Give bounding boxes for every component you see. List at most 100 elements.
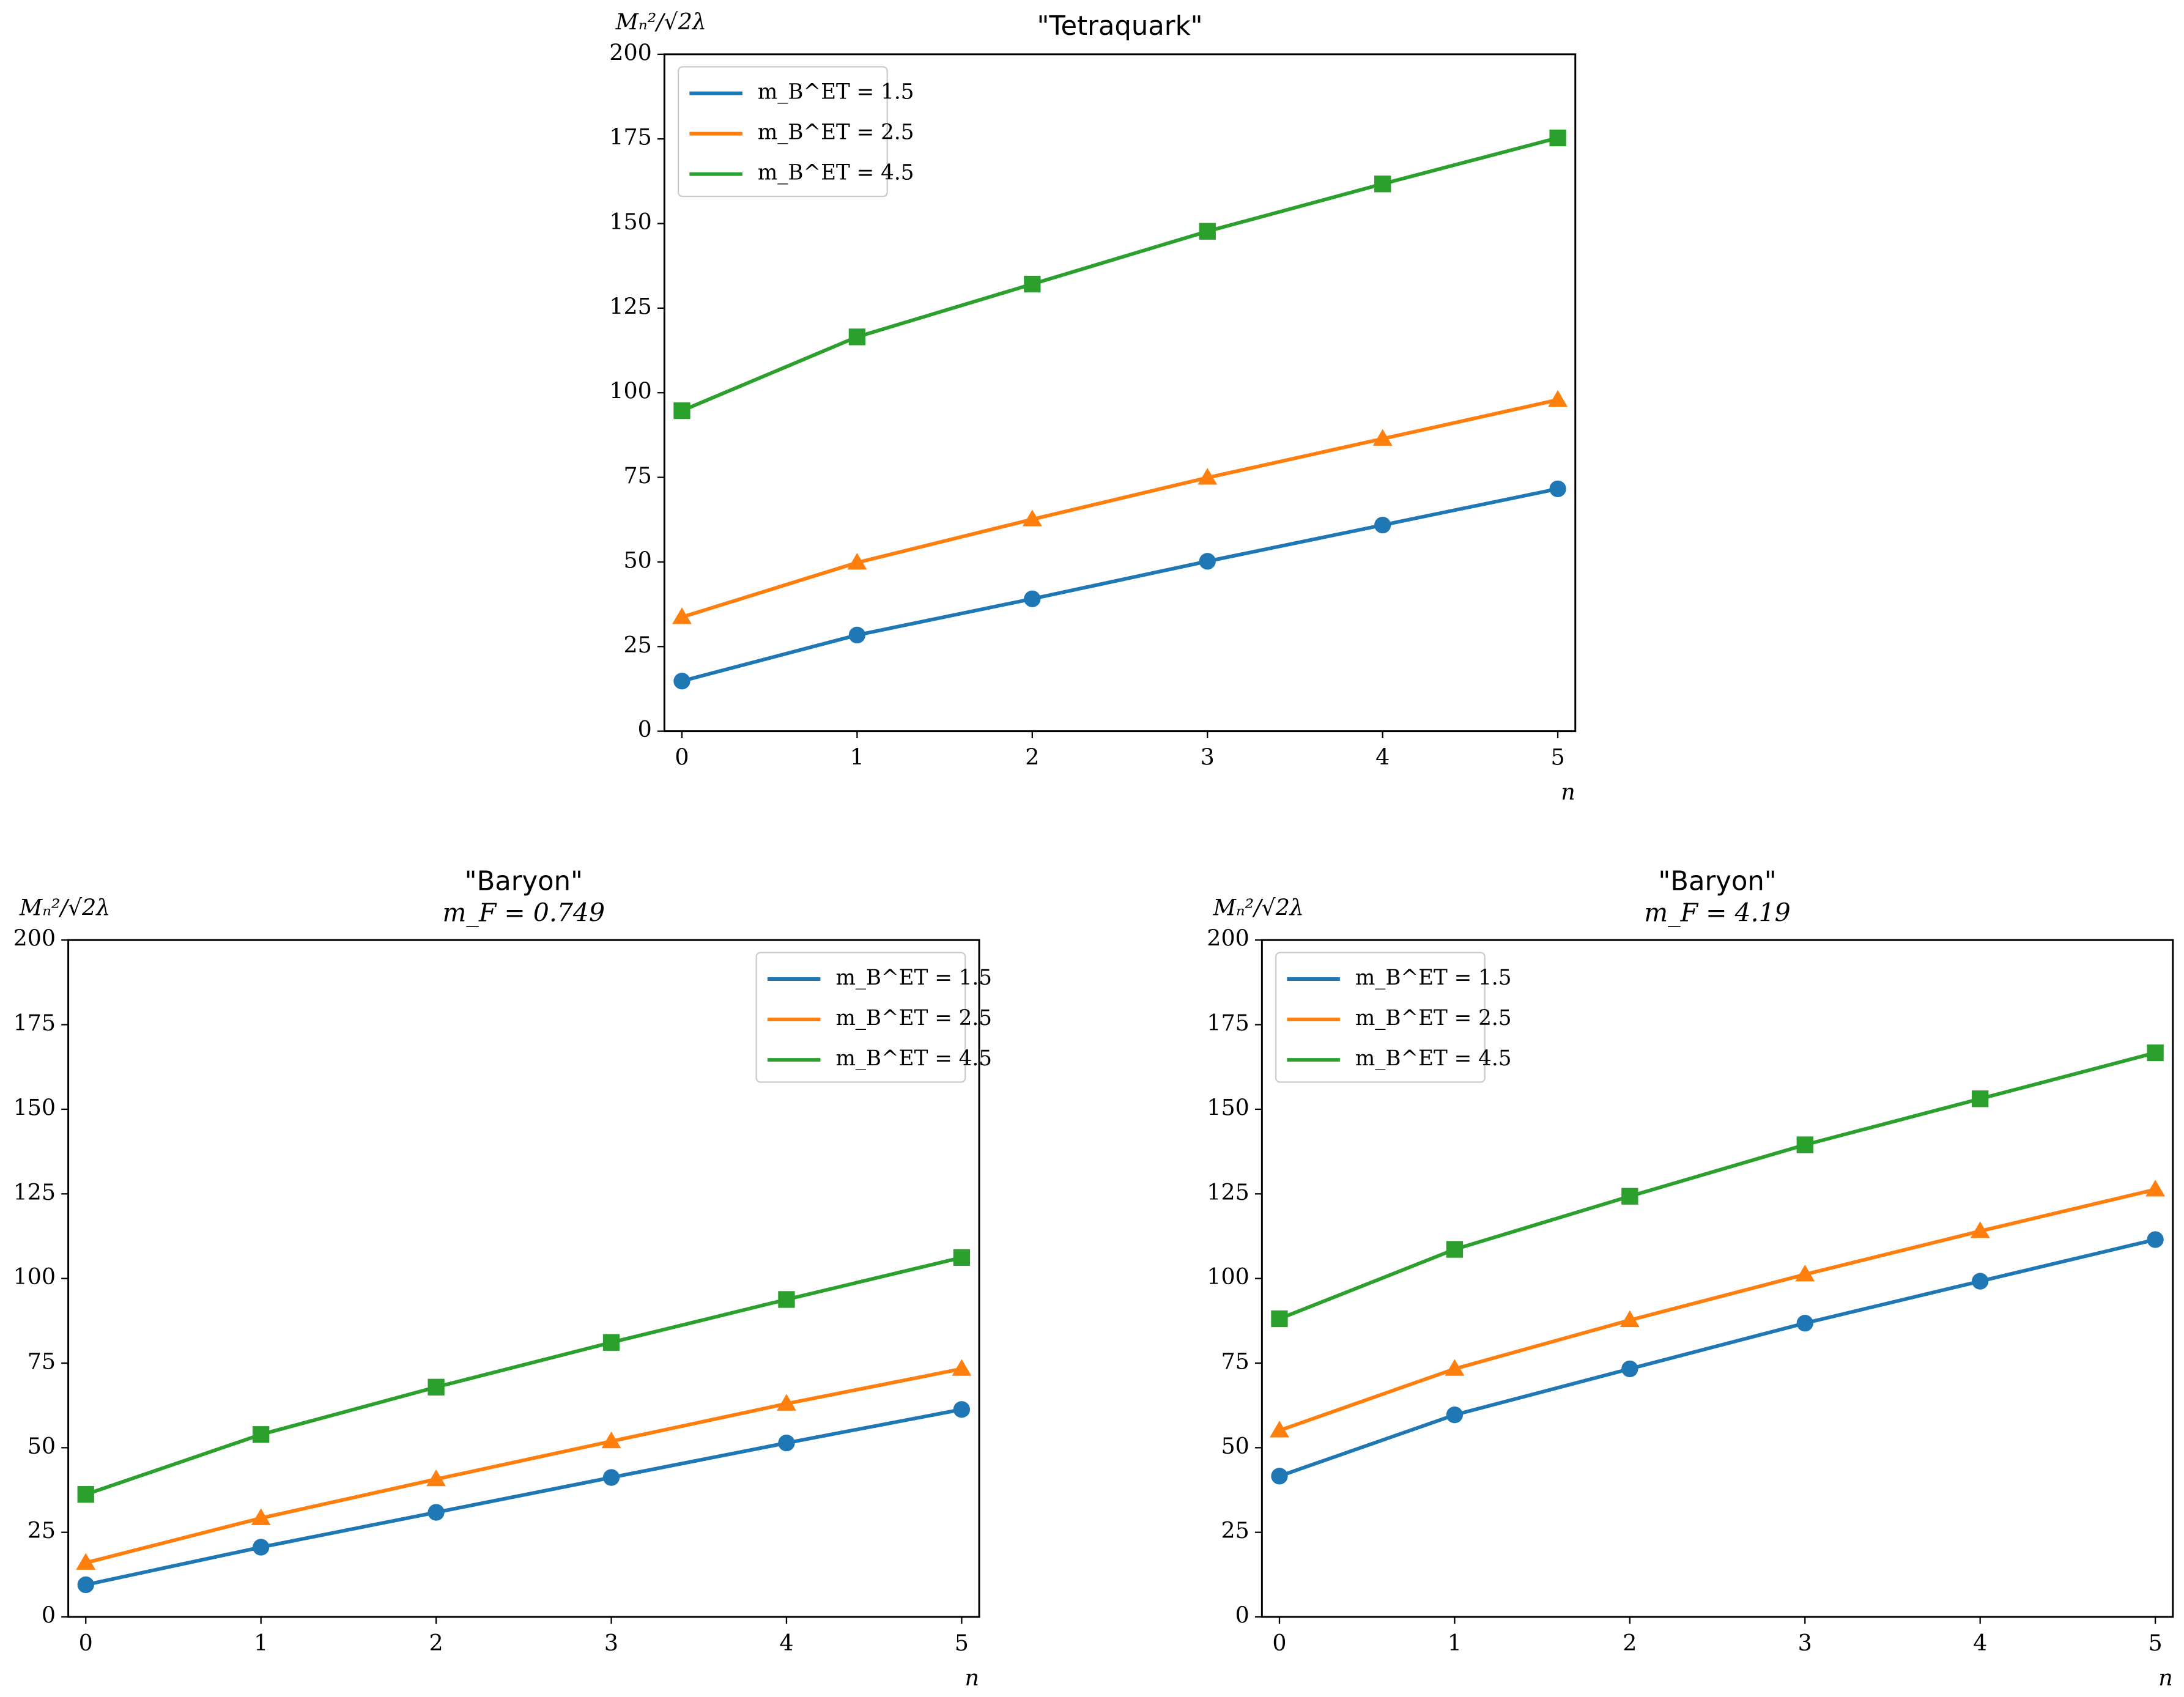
x-tick-label: 1 [1448,1630,1462,1656]
point [428,1504,445,1521]
x-tick-label: 4 [1375,744,1390,771]
point [601,1431,621,1449]
point [1271,1468,1288,1485]
point [1024,590,1041,607]
y-tick-label: 125 [609,293,652,319]
point [602,1334,620,1351]
point [1270,1421,1289,1438]
point [848,626,866,644]
legend-label: m_B^ET = 4.5 [1355,1046,1512,1071]
point [1972,1273,1989,1290]
point [1796,1315,1813,1332]
point [1621,1360,1638,1378]
chart: "Baryon"m_F = 4.19Mₙ²/√2λn02550751001251… [1207,866,2174,1691]
point [1374,176,1391,193]
plot-frame [1260,939,2174,1618]
y-tick-label: 100 [609,378,652,404]
series-line [85,1407,962,1587]
y-tick-label: 25 [28,1517,56,1544]
point [1199,223,1216,240]
point [953,1249,971,1266]
y-tick-label: 150 [609,209,652,235]
point [1621,1188,1638,1205]
point [1549,480,1566,498]
x-tick-label: 2 [429,1630,443,1656]
point [848,328,866,346]
series-line [85,1255,963,1496]
x-tick-label: 2 [1623,1630,1637,1656]
point [253,1426,270,1443]
series-line [681,136,1558,413]
point [76,1553,96,1570]
point [1445,1359,1465,1376]
x-tick-label: 3 [604,1630,618,1656]
y-axis-label: Mₙ²/√2λ [19,895,110,921]
point [1549,129,1566,147]
x-tick-label: 4 [779,1630,793,1656]
chart: "Baryon"m_F = 0.749Mₙ²/√2λn0255075100125… [13,866,992,1691]
x-tick-label: 5 [1551,744,1565,771]
y-tick-label: 125 [13,1179,56,1205]
point [673,402,690,420]
point [1972,1090,1989,1107]
legend-label: m_B^ET = 2.5 [835,1006,992,1030]
x-tick-label: 5 [2149,1630,2163,1656]
series-line [681,487,1558,683]
point [1374,516,1391,534]
y-axis-label: Mₙ²/√2λ [615,9,706,35]
legend [755,952,966,1083]
point [1795,1265,1815,1282]
legend-label: m_B^ET = 4.5 [835,1046,992,1071]
chart-title: "Baryon" [465,866,583,897]
point [673,673,690,690]
x-tick-label: 3 [1798,1630,1812,1656]
y-tick-label: 75 [1221,1348,1249,1374]
y-tick-label: 75 [28,1348,56,1374]
point [1796,1136,1813,1153]
chart: "Tetraquark"Mₙ²/√2λn02550751001251501752… [609,9,1577,805]
x-axis-label: n [1561,779,1575,805]
chart-title: "Baryon" [1658,866,1776,897]
series-line [1279,1188,2156,1432]
series-line [681,397,1558,619]
point [77,1486,94,1503]
point [2147,1044,2164,1062]
point [1022,509,1042,527]
legend-label: m_B^ET = 2.5 [758,120,914,145]
point [426,1469,446,1487]
y-tick-label: 200 [1207,925,1249,952]
y-tick-label: 100 [13,1263,56,1290]
y-tick-label: 150 [1207,1094,1249,1120]
point [1199,553,1216,570]
y-tick-label: 50 [1221,1433,1249,1459]
legend-label: m_B^ET = 1.5 [1355,966,1512,990]
point [1271,1310,1288,1328]
point [1619,1310,1640,1328]
plot-frame [663,53,1577,733]
y-tick-label: 150 [13,1094,56,1120]
y-tick-label: 50 [623,547,651,573]
x-tick-label: 0 [675,744,689,771]
y-tick-label: 175 [1207,1010,1249,1036]
point [1024,275,1041,293]
point [777,1394,796,1411]
point [251,1508,271,1525]
legend-label: m_B^ET = 1.5 [835,966,992,990]
series-line [85,1367,962,1565]
x-axis-label: n [965,1665,979,1691]
legend-label: m_B^ET = 4.5 [758,161,914,185]
x-tick-label: 3 [1201,744,1215,771]
y-tick-label: 0 [1235,1602,1249,1629]
y-tick-label: 50 [28,1433,56,1459]
point [77,1576,94,1594]
point [672,607,692,624]
x-tick-label: 0 [1272,1630,1286,1656]
y-tick-label: 75 [623,462,651,489]
y-tick-label: 200 [13,925,56,952]
point [953,1401,971,1418]
y-tick-label: 25 [623,632,651,658]
x-tick-label: 1 [254,1630,268,1656]
point [1446,1241,1464,1258]
